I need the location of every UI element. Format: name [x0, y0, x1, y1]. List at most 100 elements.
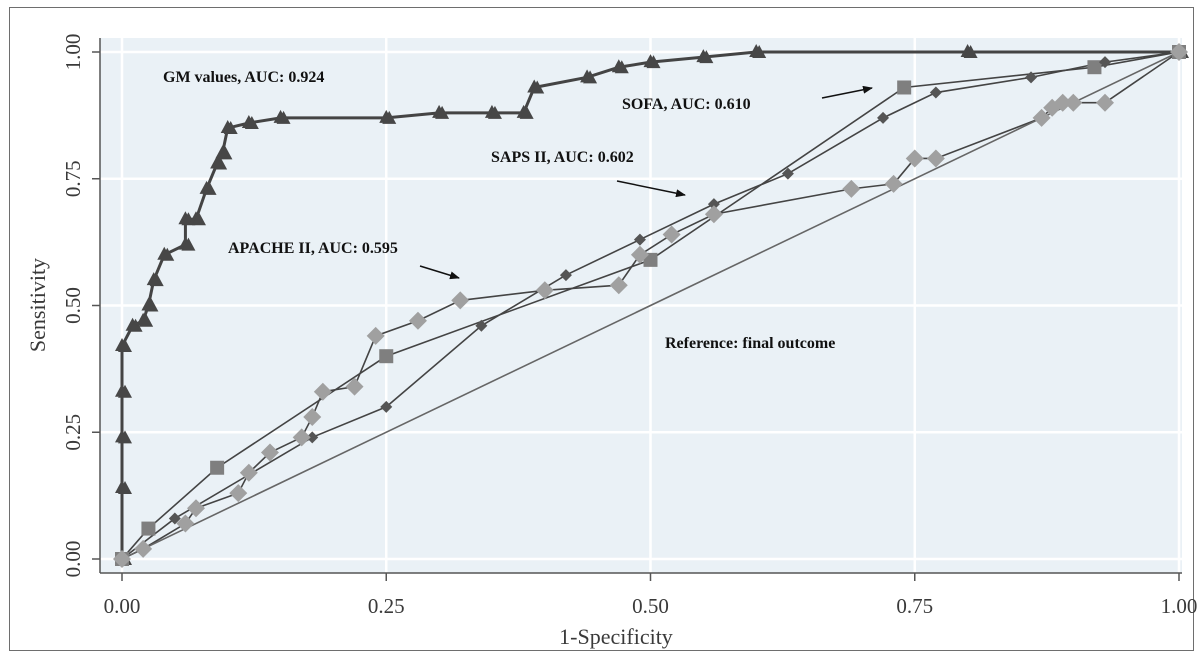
y-axis-title: Sensitivity — [25, 258, 50, 352]
x-tick-label: 0.50 — [632, 594, 669, 618]
gm-point — [149, 273, 164, 287]
saps-point — [707, 198, 720, 211]
y-tick-label: 0.25 — [61, 414, 85, 451]
gm-point — [160, 247, 175, 261]
gridlines — [100, 38, 1182, 573]
saps-point — [929, 86, 942, 99]
x-axis-title: 1-Specificity — [559, 624, 673, 649]
apache-point — [884, 174, 903, 193]
gm-point — [181, 237, 196, 251]
gm-point — [202, 181, 217, 195]
apache-point — [186, 499, 205, 518]
gm-point — [614, 60, 629, 74]
gm-point — [519, 105, 534, 119]
x-tick-label: 0.00 — [104, 594, 141, 618]
apache-point — [408, 311, 427, 330]
saps-point — [781, 167, 794, 180]
gm-point — [530, 80, 545, 94]
annotation-apache: APACHE II, AUC: 0.595 — [228, 240, 398, 257]
saps-point — [168, 512, 181, 525]
series-line-4 — [121, 51, 1180, 560]
annotation-gm: GM values, AUC: 0.924 — [163, 69, 324, 86]
saps-point — [475, 319, 488, 332]
apache-point — [609, 276, 628, 295]
saps-point — [877, 111, 890, 124]
saps-point — [1099, 56, 1112, 69]
y-tick-label: 0.50 — [61, 287, 85, 324]
gm-point — [752, 45, 767, 58]
y-tick-label: 0.75 — [61, 160, 85, 197]
gm-point — [646, 55, 661, 69]
annotation-sofa: SOFA, AUC: 0.610 — [622, 96, 751, 113]
annotation-saps: SAPS II, AUC: 0.602 — [491, 149, 634, 166]
annotation-reference: Reference: final outcome — [665, 335, 835, 352]
y-tick-label: 0.00 — [61, 541, 85, 578]
apache-point — [1053, 93, 1072, 112]
annotation-arrow — [821, 85, 873, 99]
apache-point — [260, 443, 279, 462]
sofa-point — [379, 349, 394, 364]
gm-point — [118, 430, 132, 444]
gm-point — [118, 384, 132, 398]
apache-point — [176, 514, 195, 533]
annotation-arrow — [616, 180, 686, 198]
gm-point — [244, 115, 259, 129]
gm-point — [382, 110, 397, 124]
apache-point — [926, 149, 945, 168]
axes: 0.00 0.25 0.50 0.75 1.00 0.00 0.25 0.50 0.75 1.00 — [61, 34, 1197, 618]
gm-point — [128, 318, 143, 332]
annotation-arrows — [419, 85, 873, 280]
apache-point — [345, 377, 364, 396]
apache-point — [662, 225, 681, 244]
apache-point — [303, 408, 322, 427]
apache-point — [1170, 43, 1188, 61]
gm-point — [699, 50, 714, 64]
apache-point — [239, 463, 258, 482]
gm-point — [118, 481, 132, 495]
apache-point — [1096, 93, 1115, 112]
apache-point — [1064, 93, 1083, 112]
sofa-point — [1087, 60, 1102, 75]
saps-point — [380, 400, 393, 413]
x-tick-label: 0.75 — [896, 594, 933, 618]
annotation-arrow — [419, 265, 460, 280]
apache-point — [313, 382, 332, 401]
gm-point — [139, 313, 154, 327]
gm-point — [276, 110, 291, 124]
gm-point — [963, 45, 978, 58]
apache-point — [366, 326, 385, 345]
saps-point — [306, 431, 319, 444]
gm-point — [583, 70, 598, 84]
x-tick-label: 1.00 — [1161, 594, 1198, 618]
saps-point — [1025, 71, 1038, 84]
apache-point — [134, 539, 153, 558]
sofa-point — [897, 80, 912, 95]
gm-point — [223, 121, 238, 135]
gm-point — [213, 156, 228, 170]
gm-point — [435, 105, 450, 119]
apache-point — [630, 245, 649, 264]
gm-point — [144, 298, 159, 312]
apache-point — [292, 428, 311, 447]
x-tick-label: 0.25 — [368, 594, 405, 618]
gm-point — [487, 105, 502, 119]
apache-point — [842, 179, 861, 198]
gm-point — [218, 146, 233, 160]
markers-layer — [113, 43, 1189, 568]
saps-point — [559, 269, 572, 282]
apache-point — [113, 550, 131, 568]
sofa-point — [141, 521, 156, 536]
apache-point — [704, 205, 723, 224]
apache-point — [535, 281, 554, 300]
gm-point — [191, 212, 206, 226]
apache-point — [905, 149, 924, 168]
apache-point — [1032, 108, 1051, 127]
apache-point — [451, 291, 470, 310]
sofa-point — [210, 460, 225, 475]
gm-point — [118, 339, 132, 353]
y-tick-label: 1.00 — [61, 34, 85, 71]
series-line-2 — [121, 51, 1180, 560]
saps-point — [633, 233, 646, 246]
